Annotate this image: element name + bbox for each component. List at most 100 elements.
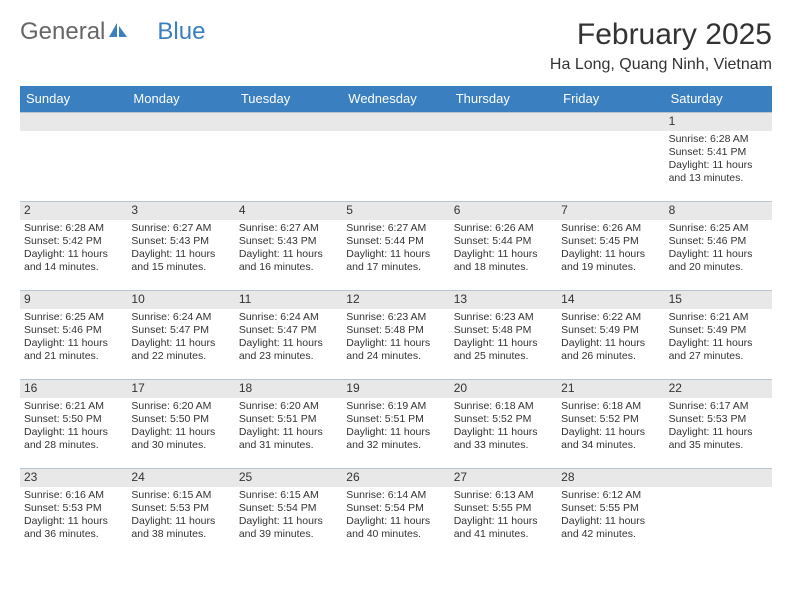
day-body: Sunrise: 6:24 AMSunset: 5:47 PMDaylight:… [235, 309, 342, 368]
day-number: 3 [127, 202, 234, 220]
day-number: 9 [20, 291, 127, 309]
sail-icon [107, 18, 129, 46]
day-body: Sunrise: 6:27 AMSunset: 5:44 PMDaylight:… [342, 220, 449, 279]
logo: General Blue [20, 18, 205, 46]
day-body: Sunrise: 6:26 AMSunset: 5:44 PMDaylight:… [450, 220, 557, 279]
sunrise-text: Sunrise: 6:15 AM [239, 489, 338, 502]
day-cell: 12Sunrise: 6:23 AMSunset: 5:48 PMDayligh… [342, 291, 449, 379]
sunset-text: Sunset: 5:47 PM [131, 324, 230, 337]
week-row: 2Sunrise: 6:28 AMSunset: 5:42 PMDaylight… [20, 201, 772, 290]
day-number: 4 [235, 202, 342, 220]
location-text: Ha Long, Quang Ninh, Vietnam [550, 56, 772, 74]
day-body: Sunrise: 6:20 AMSunset: 5:50 PMDaylight:… [127, 398, 234, 457]
day-cell: 6Sunrise: 6:26 AMSunset: 5:44 PMDaylight… [450, 202, 557, 290]
day-number: 15 [665, 291, 772, 309]
daylight-text: Daylight: 11 hours and 42 minutes. [561, 515, 660, 541]
week-row: 23Sunrise: 6:16 AMSunset: 5:53 PMDayligh… [20, 468, 772, 557]
weekday-header: Wednesday [342, 87, 449, 112]
daylight-text: Daylight: 11 hours and 30 minutes. [131, 426, 230, 452]
day-cell: 18Sunrise: 6:20 AMSunset: 5:51 PMDayligh… [235, 380, 342, 468]
sunset-text: Sunset: 5:44 PM [346, 235, 445, 248]
daylight-text: Daylight: 11 hours and 41 minutes. [454, 515, 553, 541]
sunrise-text: Sunrise: 6:24 AM [239, 311, 338, 324]
daylight-text: Daylight: 11 hours and 40 minutes. [346, 515, 445, 541]
day-body: Sunrise: 6:15 AMSunset: 5:53 PMDaylight:… [127, 487, 234, 546]
sunrise-text: Sunrise: 6:19 AM [346, 400, 445, 413]
day-cell: 24Sunrise: 6:15 AMSunset: 5:53 PMDayligh… [127, 469, 234, 557]
page-title: February 2025 [550, 18, 772, 52]
sunrise-text: Sunrise: 6:26 AM [561, 222, 660, 235]
day-number: 23 [20, 469, 127, 487]
day-body: Sunrise: 6:19 AMSunset: 5:51 PMDaylight:… [342, 398, 449, 457]
daylight-text: Daylight: 11 hours and 21 minutes. [24, 337, 123, 363]
day-cell [557, 113, 664, 201]
day-body: Sunrise: 6:25 AMSunset: 5:46 PMDaylight:… [20, 309, 127, 368]
sunrise-text: Sunrise: 6:21 AM [669, 311, 768, 324]
daylight-text: Daylight: 11 hours and 31 minutes. [239, 426, 338, 452]
day-number: 16 [20, 380, 127, 398]
calendar: SundayMondayTuesdayWednesdayThursdayFrid… [20, 86, 772, 557]
day-cell: 22Sunrise: 6:17 AMSunset: 5:53 PMDayligh… [665, 380, 772, 468]
day-number: 6 [450, 202, 557, 220]
day-number: 5 [342, 202, 449, 220]
weekday-header-row: SundayMondayTuesdayWednesdayThursdayFrid… [20, 87, 772, 112]
logo-text-1: General [20, 18, 105, 46]
sunset-text: Sunset: 5:53 PM [669, 413, 768, 426]
daylight-text: Daylight: 11 hours and 25 minutes. [454, 337, 553, 363]
day-number: 17 [127, 380, 234, 398]
sunset-text: Sunset: 5:42 PM [24, 235, 123, 248]
sunset-text: Sunset: 5:50 PM [24, 413, 123, 426]
day-number [20, 113, 127, 131]
day-cell [665, 469, 772, 557]
daylight-text: Daylight: 11 hours and 39 minutes. [239, 515, 338, 541]
day-body: Sunrise: 6:28 AMSunset: 5:42 PMDaylight:… [20, 220, 127, 279]
daylight-text: Daylight: 11 hours and 14 minutes. [24, 248, 123, 274]
day-cell: 25Sunrise: 6:15 AMSunset: 5:54 PMDayligh… [235, 469, 342, 557]
sunset-text: Sunset: 5:49 PM [561, 324, 660, 337]
daylight-text: Daylight: 11 hours and 35 minutes. [669, 426, 768, 452]
day-number: 24 [127, 469, 234, 487]
daylight-text: Daylight: 11 hours and 38 minutes. [131, 515, 230, 541]
day-body: Sunrise: 6:27 AMSunset: 5:43 PMDaylight:… [127, 220, 234, 279]
sunset-text: Sunset: 5:52 PM [561, 413, 660, 426]
day-cell [450, 113, 557, 201]
day-body: Sunrise: 6:21 AMSunset: 5:49 PMDaylight:… [665, 309, 772, 368]
day-number: 20 [450, 380, 557, 398]
sunset-text: Sunset: 5:46 PM [669, 235, 768, 248]
day-body: Sunrise: 6:26 AMSunset: 5:45 PMDaylight:… [557, 220, 664, 279]
daylight-text: Daylight: 11 hours and 15 minutes. [131, 248, 230, 274]
day-body: Sunrise: 6:18 AMSunset: 5:52 PMDaylight:… [450, 398, 557, 457]
day-body: Sunrise: 6:17 AMSunset: 5:53 PMDaylight:… [665, 398, 772, 457]
sunset-text: Sunset: 5:44 PM [454, 235, 553, 248]
sunrise-text: Sunrise: 6:27 AM [131, 222, 230, 235]
sunrise-text: Sunrise: 6:12 AM [561, 489, 660, 502]
day-body: Sunrise: 6:12 AMSunset: 5:55 PMDaylight:… [557, 487, 664, 546]
sunset-text: Sunset: 5:49 PM [669, 324, 768, 337]
day-body: Sunrise: 6:16 AMSunset: 5:53 PMDaylight:… [20, 487, 127, 546]
week-row: 9Sunrise: 6:25 AMSunset: 5:46 PMDaylight… [20, 290, 772, 379]
day-body: Sunrise: 6:20 AMSunset: 5:51 PMDaylight:… [235, 398, 342, 457]
daylight-text: Daylight: 11 hours and 27 minutes. [669, 337, 768, 363]
day-number: 10 [127, 291, 234, 309]
sunset-text: Sunset: 5:52 PM [454, 413, 553, 426]
day-cell [20, 113, 127, 201]
day-cell: 3Sunrise: 6:27 AMSunset: 5:43 PMDaylight… [127, 202, 234, 290]
day-number [342, 113, 449, 131]
day-cell: 10Sunrise: 6:24 AMSunset: 5:47 PMDayligh… [127, 291, 234, 379]
sunrise-text: Sunrise: 6:25 AM [24, 311, 123, 324]
sunrise-text: Sunrise: 6:23 AM [454, 311, 553, 324]
day-body: Sunrise: 6:22 AMSunset: 5:49 PMDaylight:… [557, 309, 664, 368]
title-block: February 2025 Ha Long, Quang Ninh, Vietn… [550, 18, 772, 74]
day-body: Sunrise: 6:18 AMSunset: 5:52 PMDaylight:… [557, 398, 664, 457]
day-cell: 23Sunrise: 6:16 AMSunset: 5:53 PMDayligh… [20, 469, 127, 557]
daylight-text: Daylight: 11 hours and 23 minutes. [239, 337, 338, 363]
sunrise-text: Sunrise: 6:22 AM [561, 311, 660, 324]
day-body: Sunrise: 6:23 AMSunset: 5:48 PMDaylight:… [342, 309, 449, 368]
day-body: Sunrise: 6:13 AMSunset: 5:55 PMDaylight:… [450, 487, 557, 546]
sunrise-text: Sunrise: 6:20 AM [239, 400, 338, 413]
day-cell: 2Sunrise: 6:28 AMSunset: 5:42 PMDaylight… [20, 202, 127, 290]
weeks-container: 1Sunrise: 6:28 AMSunset: 5:41 PMDaylight… [20, 112, 772, 557]
day-cell [342, 113, 449, 201]
day-cell: 8Sunrise: 6:25 AMSunset: 5:46 PMDaylight… [665, 202, 772, 290]
day-number: 22 [665, 380, 772, 398]
